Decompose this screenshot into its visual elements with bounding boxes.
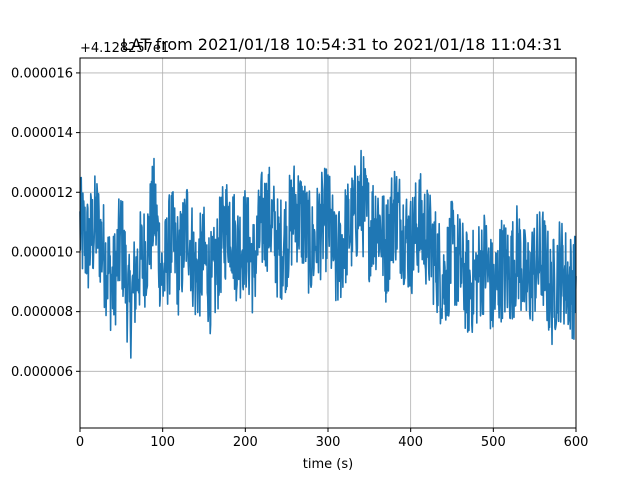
x-tick-label: 400: [398, 435, 423, 450]
y-tick-label: 0.000006: [11, 365, 73, 380]
y-offset-label: +4.128257e1: [80, 41, 169, 56]
x-tick-label: 600: [564, 435, 589, 450]
y-tick-label: 0.000012: [11, 186, 73, 201]
x-tick-label: 100: [150, 435, 175, 450]
y-axis: 0.000006 0.000008 0.000010 0.000012 0.000014…: [11, 66, 80, 380]
y-tick-label: 0.000010: [11, 245, 73, 260]
chart-title: LAT from 2021/01/18 10:54:31 to 2021/01/…: [122, 35, 563, 54]
y-tick-label: 0.000008: [11, 305, 73, 320]
x-tick-label: 300: [316, 435, 341, 450]
x-axis-label: time (s): [303, 457, 353, 472]
x-tick-label: 200: [233, 435, 258, 450]
x-tick-label: 500: [481, 435, 506, 450]
y-tick-label: 0.000016: [11, 66, 73, 81]
x-tick-label: 0: [76, 435, 84, 450]
series-line-lat: [79, 149, 577, 359]
y-tick-label: 0.000014: [11, 126, 73, 141]
x-axis: 0 100 200 300 400 500 600: [76, 428, 589, 450]
